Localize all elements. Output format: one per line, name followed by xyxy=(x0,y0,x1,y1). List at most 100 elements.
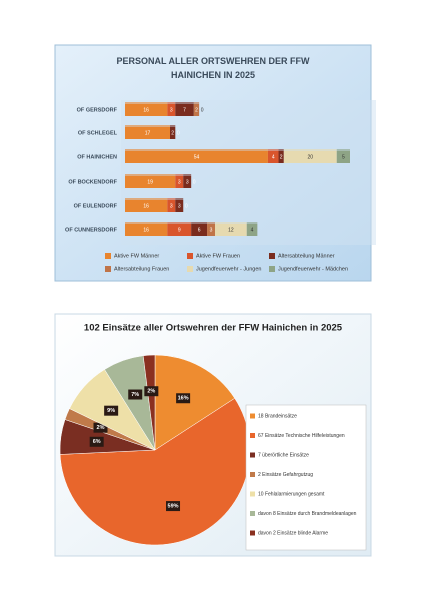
y-tick-label: OF CUNNERSDORF xyxy=(65,227,118,233)
data-label: 6 xyxy=(198,227,201,233)
bar-top xyxy=(125,125,170,127)
legend-label: Aktive FW Frauen xyxy=(196,253,240,259)
legend-swatch xyxy=(250,472,255,477)
y-tick-label: OF GERSDORF xyxy=(77,107,118,113)
legend-label: Altersabteilung Männer xyxy=(278,253,335,259)
bar-segment xyxy=(267,151,279,163)
data-label: 2 xyxy=(195,107,198,113)
label-box xyxy=(144,386,159,397)
bar-top xyxy=(125,222,168,224)
data-label: 3 xyxy=(178,179,181,185)
bar-segment xyxy=(125,224,168,236)
bar-top xyxy=(283,149,337,151)
label-box xyxy=(128,389,143,400)
y-tick-label: OF SCHLEGEL xyxy=(78,130,118,136)
data-label: 7% xyxy=(131,392,139,398)
bar-segment xyxy=(175,200,184,212)
data-label: 54 xyxy=(194,154,200,160)
pie-slice xyxy=(142,354,156,451)
data-label: 3 xyxy=(170,107,173,113)
data-label: 7 xyxy=(183,107,186,113)
data-label: 9% xyxy=(107,408,115,414)
data-label: 16% xyxy=(178,396,189,402)
legend-swatch xyxy=(250,413,255,419)
legend-label: 18 Brandeinsätze xyxy=(258,413,297,419)
legend-label: Jugendfeuerwehr - Jungen xyxy=(196,266,261,272)
data-label: 4 xyxy=(272,154,275,160)
legend-label: 2 Einsätze Gefahrgutzug xyxy=(258,472,313,478)
bar-segment xyxy=(175,104,194,116)
legend-label: 7 überörtliche Einsätze xyxy=(258,452,309,458)
data-label: 17 xyxy=(145,130,151,136)
label-box xyxy=(89,436,104,447)
data-label: 16 xyxy=(143,227,149,233)
label-box xyxy=(166,501,181,512)
bar-top xyxy=(167,102,176,104)
legend-label: davon 2 Einsätze blinde Alarme xyxy=(258,530,328,536)
legend-swatch xyxy=(269,266,275,272)
legend-swatch xyxy=(105,266,111,272)
bar-top xyxy=(175,198,184,200)
bar-segment xyxy=(283,151,337,163)
data-label: 2 xyxy=(280,154,283,160)
title-line: HAINICHEN IN 2025 xyxy=(171,70,255,80)
data-label: 2% xyxy=(147,389,155,395)
data-label: 3 xyxy=(178,203,181,209)
data-label: 3 xyxy=(170,203,173,209)
title-line: PERSONAL ALLER ORTSWEHREN DER FFW xyxy=(117,56,311,66)
bar-top xyxy=(125,102,168,104)
bar-top xyxy=(193,102,200,104)
data-label: 16 xyxy=(143,107,149,113)
data-label: 3 xyxy=(186,179,189,185)
data-label: 2% xyxy=(97,425,105,431)
bar-segment xyxy=(167,104,176,116)
bar-segment xyxy=(125,200,168,212)
bar-top xyxy=(183,174,192,176)
bar-segment xyxy=(207,224,215,236)
legend-box xyxy=(245,404,367,551)
legend-label: Aktive FW Männer xyxy=(114,253,159,259)
bar-top xyxy=(170,125,176,127)
data-label: 19 xyxy=(147,179,153,185)
legend-swatch xyxy=(187,253,193,259)
legend-swatch xyxy=(250,433,255,438)
bar-segment xyxy=(193,104,200,116)
data-label: 4 xyxy=(251,227,254,233)
bar-segment xyxy=(278,151,284,163)
bar-segment xyxy=(125,104,168,116)
data-label: 2 xyxy=(171,130,174,136)
legend-label: davon 8 Einsätze durch Brandmeldeanlagen xyxy=(258,511,357,517)
bar-top xyxy=(246,222,258,224)
plot-floor xyxy=(121,100,376,245)
data-label: 20 xyxy=(308,154,314,160)
bar-segment xyxy=(183,176,192,188)
data-label: 0 xyxy=(193,179,196,185)
data-label: 9 xyxy=(178,227,181,233)
bar-segment xyxy=(191,224,208,236)
legend-swatch xyxy=(250,511,255,516)
bar-top xyxy=(175,174,184,176)
pie-slice xyxy=(154,354,236,451)
data-label: 3 xyxy=(210,227,213,233)
data-label: 0 xyxy=(177,130,180,136)
data-label: 59% xyxy=(168,504,179,510)
y-tick-label: OF BOCKENDORF xyxy=(68,179,117,185)
data-label: 0 xyxy=(185,203,188,209)
data-label: 16 xyxy=(143,203,149,209)
data-label: 6% xyxy=(93,439,101,445)
bar-segment xyxy=(167,200,176,212)
legend-label: Jugendfeuerwehr - Mädchen xyxy=(278,266,348,272)
bar-top xyxy=(175,102,194,104)
bar-segment xyxy=(175,176,184,188)
bar-top xyxy=(215,222,247,224)
bar-segment xyxy=(336,151,350,163)
legend-label: Altersabteilung Frauen xyxy=(114,266,169,272)
bar-segment xyxy=(246,224,258,236)
bar-top xyxy=(336,149,350,151)
label-box xyxy=(93,422,108,433)
bar-top xyxy=(125,198,168,200)
legend-swatch xyxy=(187,266,193,272)
legend-label: 67 Einsätze Technische Hilfeleistungen xyxy=(258,433,345,439)
